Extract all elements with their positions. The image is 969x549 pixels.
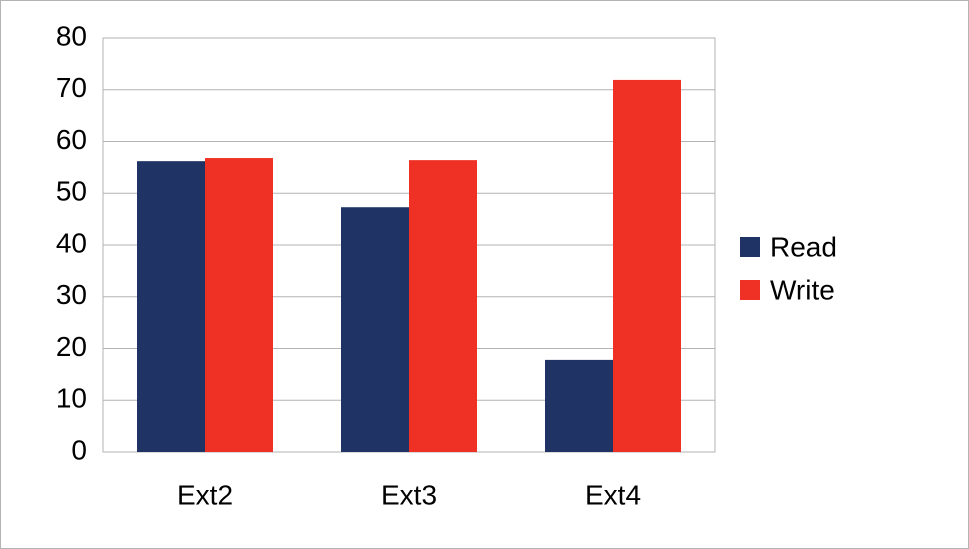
y-tick-label: 60 <box>56 124 87 155</box>
bar <box>613 79 681 452</box>
bar <box>137 161 205 453</box>
legend-label: Write <box>770 274 835 305</box>
bar <box>341 207 409 452</box>
y-tick-label: 40 <box>56 227 87 258</box>
legend-swatch <box>740 280 760 300</box>
legend-swatch <box>740 237 760 257</box>
y-tick-label: 50 <box>56 176 87 207</box>
y-tick-label: 30 <box>56 279 87 310</box>
y-tick-label: 0 <box>71 434 87 465</box>
bar <box>409 160 477 452</box>
y-tick-label: 10 <box>56 383 87 414</box>
bar <box>205 158 273 452</box>
bar <box>545 359 613 452</box>
x-tick-label: Ext2 <box>177 479 233 510</box>
x-tick-label: Ext3 <box>381 479 437 510</box>
x-tick-label: Ext4 <box>585 479 641 510</box>
y-tick-label: 20 <box>56 331 87 362</box>
y-tick-label: 80 <box>56 20 87 51</box>
y-tick-label: 70 <box>56 72 87 103</box>
legend-label: Read <box>770 231 837 262</box>
